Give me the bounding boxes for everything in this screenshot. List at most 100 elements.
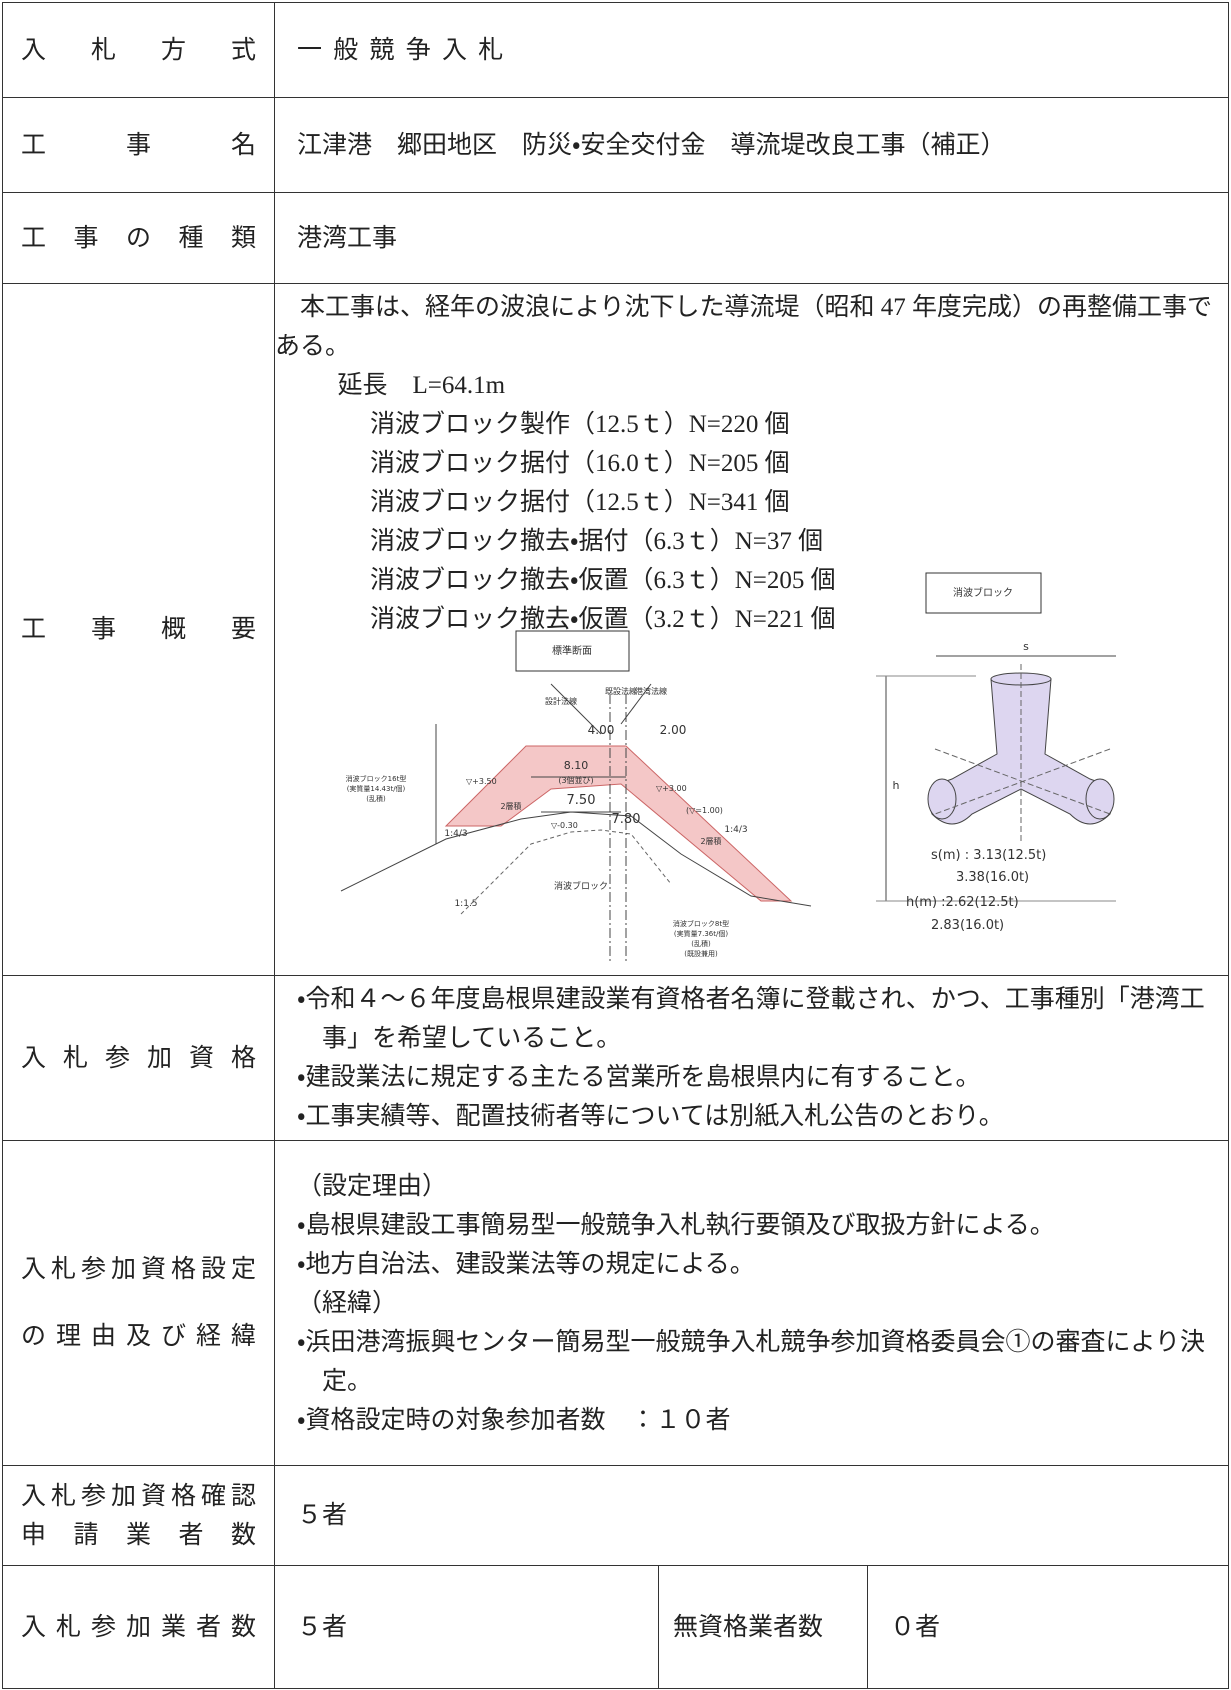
content-line: 延長 L=64.1m (337, 372, 506, 399)
figure-label: 港湾法線 (635, 686, 667, 696)
figure-label: (乱積) (366, 794, 386, 803)
content-line: 本工事は、経年の波浪により沈下した導流堤（昭和 47 年度完成）の再整備工事であ… (275, 294, 1213, 360)
figure-label: 消波ブロック16t型 (346, 774, 407, 783)
row-content: ５者 (274, 1465, 1229, 1566)
content-line: ５者 (297, 1502, 348, 1529)
content-line: 消波ブロック製作（12.5ｔ）N=220 個 (370, 411, 790, 438)
content-line: （経緯） (297, 1289, 398, 1317)
row-content: 江津港 郷田地区 防災・安全交付金 導流堤改良工事（補正） (274, 97, 1229, 193)
row-content: ０者 (867, 1565, 1229, 1689)
figure-label: 2.00 (660, 723, 687, 737)
figure-label: 7.80 (612, 812, 641, 827)
figure-label: 消波ブロック (953, 586, 1013, 599)
figure-label: 8.10 (564, 759, 589, 772)
row-label: 入札参加資格設定 の理由及び経緯 (2, 1140, 275, 1466)
existing (460, 829, 672, 915)
figure-label: 消波ブロック8t型 (673, 919, 729, 928)
row-label: 入札参加業者数 (2, 1565, 275, 1689)
row-content: 港湾工事 (274, 192, 1229, 284)
figure-label: 既設法線 (605, 686, 637, 696)
label-line: 入札参加資格設定 (21, 1256, 256, 1283)
row-label: 工事名 (2, 97, 275, 193)
row: 入札参加資格確認 申請業者数 ５者 (2, 1465, 1229, 1566)
figure-label: (3個並び) (558, 775, 593, 785)
content-line: 一般競争入札 (297, 36, 515, 64)
figure-label: 7.50 (567, 793, 596, 808)
figure-label: ▽+3.00 (656, 784, 687, 793)
figure-label: (乱積) (691, 939, 711, 948)
axis (934, 748, 1111, 815)
content-line: 消波ブロック撤去・据付（6.3ｔ）N=37 個 (370, 528, 824, 555)
figure-label: 1:1.5 (454, 899, 477, 909)
content-line: ・工事実績等、配置技術者等については別紙入札公告のとおり。 (297, 1103, 1004, 1130)
leader (620, 683, 652, 725)
figure-label: 2層積 (500, 801, 521, 811)
figure-label: ▽+3.50 (466, 777, 497, 786)
content-line: 消波ブロック撤去・仮置（6.3ｔ）N=205 個 (370, 567, 836, 594)
row-content: 本工事は、経年の波浪により沈下した導流堤（昭和 47 年度完成）の再整備工事であ… (274, 283, 1229, 976)
row-label: 入札方式 (2, 2, 275, 98)
row: 工事概要 本工事は、経年の波浪により沈下した導流堤（昭和 47 年度完成）の再整備… (2, 283, 1229, 976)
label-line: 工事名 (21, 131, 256, 159)
content-line: ・令和４～６年度島根県建設業有資格者名簿に登載され、かつ、工事種別「港湾工事」を… (297, 986, 1205, 1052)
content-line: 消波ブロック据付（12.5ｔ）N=341 個 (370, 489, 790, 516)
row-label: 無資格業者数 (658, 1565, 868, 1689)
content-line: 消波ブロック据付（16.0ｔ）N=205 個 (370, 450, 790, 477)
figure-label: 2.83(16.0t) (931, 918, 1004, 933)
figure-label: 2層積 (700, 836, 721, 846)
figure-label: ▽-0.30 (551, 821, 578, 830)
content-line: 港湾工事 (297, 224, 398, 252)
figure-label: 4.00 (588, 723, 615, 737)
figure-label: 設計法線 (545, 696, 577, 706)
row: 入札方式 一般競争入札 (2, 2, 1229, 98)
figure-label: (実質量7.36t/個) (674, 929, 728, 938)
figure-label: h (893, 779, 900, 792)
ground (340, 811, 812, 907)
content-line: ・島根県建設工事簡易型一般競争入札執行要領及び取扱方針による。 (297, 1211, 1055, 1239)
row-label: 工事概要 (2, 283, 275, 976)
figure-label: h(m) :2.62(12.5t) (906, 895, 1019, 910)
content-line: （設定理由） (297, 1172, 448, 1200)
overview-text: 本工事は、経年の波浪により沈下した導流堤（昭和 47 年度完成）の再整備工事であ… (275, 284, 1228, 639)
label-line: 工事概要 (21, 616, 256, 643)
label-box (925, 572, 1042, 614)
content-line: ・浜田港湾振興センター簡易型一般競争入札競争参加資格委員会①の審査により決定。 (297, 1328, 1206, 1395)
row-label: 工事の種類 (2, 192, 275, 284)
tetrapod-end (1085, 778, 1115, 820)
content-line: 江津港 郷田地区 防災・安全交付金 導流堤改良工事（補正） (297, 131, 1006, 159)
figure-label: s(m) : 3.13(12.5t) (931, 848, 1046, 863)
label-line: 入札参加資格確認 (21, 1482, 256, 1510)
row: 入札参加資格設定 の理由及び経緯 （設定理由） ・島根県建設工事簡易型一般競争入札執行… (2, 1140, 1229, 1466)
row: 工事の種類 港湾工事 (2, 192, 1229, 284)
label-line: の理由及び経緯 (21, 1323, 256, 1350)
row: 入札参加業者数 ５者 無資格業者数 ０者 (2, 1565, 1229, 1689)
tetrapod-end (927, 778, 957, 820)
label-line: 申請業者数 (21, 1521, 256, 1549)
content-line: 消波ブロック撤去・仮置（3.2ｔ）N=221 個 (370, 606, 836, 633)
row-label: 入札参加資格確認 申請業者数 (2, 1465, 275, 1566)
row-content: ・令和４～６年度島根県建設業有資格者名簿に登載され、かつ、工事種別「港湾工事」を… (274, 975, 1229, 1141)
content-line: ・建設業法に規定する主たる営業所を島根県内に有すること。 (297, 1064, 981, 1091)
figure-label: 1:4/3 (724, 825, 747, 835)
figure-label: (実質量14.43t/個) (347, 784, 406, 793)
row-content: 一般競争入札 (274, 2, 1229, 98)
figure-label: (既設兼用) (684, 949, 718, 958)
figure-label: (▽=1.00) (686, 806, 723, 815)
leader (550, 683, 602, 735)
label-line: 入札参加資格 (21, 1044, 256, 1072)
label-box (515, 630, 630, 672)
content-line: ・地方自治法、建設業法等の規定による。 (297, 1250, 755, 1278)
row-content: （設定理由） ・島根県建設工事簡易型一般競争入札執行要領及び取扱方針による。 ・地方… (274, 1140, 1229, 1466)
armor-layer (444, 745, 793, 902)
row-label: 入札参加資格 (2, 975, 275, 1141)
row-content: ５者 (274, 1565, 659, 1689)
label-line: 工事の種類 (21, 224, 256, 252)
figure-label: 消波ブロック (554, 880, 608, 892)
figure-label: s (1023, 640, 1029, 653)
content-line: ・資格設定時の対象参加者数 ：１０者 (297, 1406, 731, 1434)
label-line: 入札方式 (21, 36, 256, 64)
